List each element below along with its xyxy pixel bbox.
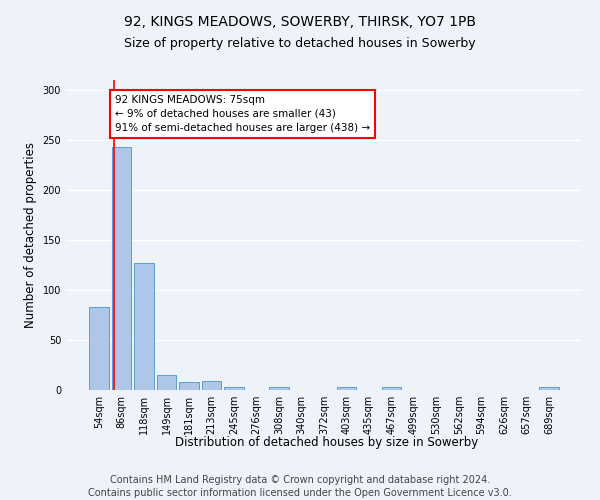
Bar [157,375,176,390]
Bar [134,263,154,390]
Bar [89,307,109,390]
Bar [224,387,244,390]
Bar [202,381,221,390]
Text: Contains HM Land Registry data © Crown copyright and database right 2024.: Contains HM Land Registry data © Crown c… [110,475,490,485]
Text: Size of property relative to detached houses in Sowerby: Size of property relative to detached ho… [124,38,476,51]
Bar [539,387,559,390]
Text: Contains public sector information licensed under the Open Government Licence v3: Contains public sector information licen… [88,488,512,498]
Bar [179,382,199,390]
Bar [112,147,131,390]
Bar [337,387,356,390]
Text: 92, KINGS MEADOWS, SOWERBY, THIRSK, YO7 1PB: 92, KINGS MEADOWS, SOWERBY, THIRSK, YO7 … [124,15,476,29]
Bar [382,387,401,390]
Bar [269,387,289,390]
Text: Distribution of detached houses by size in Sowerby: Distribution of detached houses by size … [175,436,479,449]
Text: 92 KINGS MEADOWS: 75sqm
← 9% of detached houses are smaller (43)
91% of semi-det: 92 KINGS MEADOWS: 75sqm ← 9% of detached… [115,95,370,133]
Y-axis label: Number of detached properties: Number of detached properties [24,142,37,328]
